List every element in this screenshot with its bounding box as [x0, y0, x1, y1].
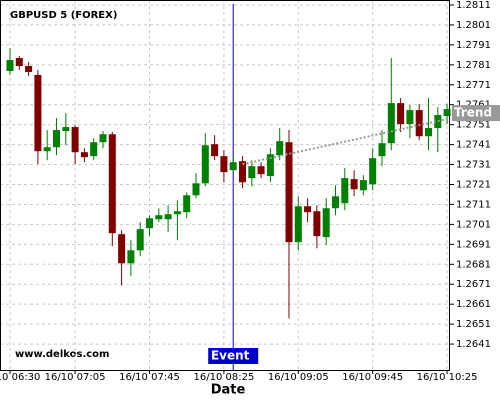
candle-body [276, 141, 284, 156]
y-tick-label: 1.2731 [456, 160, 491, 171]
x-tick-label: 16/10 08:25 [193, 372, 254, 383]
candle-body [304, 206, 312, 213]
candle-body [434, 115, 442, 129]
y-tick-label: 1.2801 [456, 20, 491, 31]
candle-body [415, 110, 423, 137]
chart-title: GBPUSD 5 (FOREX) [10, 10, 117, 21]
y-tick-label: 1.2651 [456, 319, 491, 330]
y-tick-label: 1.2661 [456, 299, 491, 310]
candle-body [146, 218, 153, 229]
candle-body [257, 166, 265, 175]
candle-body [108, 134, 116, 234]
candle-body [62, 127, 70, 132]
candle-body [229, 162, 237, 171]
candle-body [341, 178, 349, 204]
y-tick-label: 1.2671 [456, 279, 491, 290]
candle-body [443, 109, 451, 117]
candle-body [155, 215, 163, 220]
y-tick-label: 1.2701 [456, 219, 491, 230]
candle-body [313, 211, 321, 237]
trend-label: Trend [454, 106, 492, 120]
event-label-box [208, 348, 259, 364]
candle-body [350, 179, 358, 190]
candle-body [248, 166, 256, 179]
candle-body [6, 60, 14, 72]
watermark: www.delkos.com [15, 349, 109, 360]
event-label: Event [211, 349, 250, 363]
y-tick-label: 1.2811 [456, 0, 491, 11]
y-tick-label: 1.2721 [456, 180, 491, 191]
y-tick-label: 1.2741 [456, 140, 491, 151]
y-tick-label: 1.2681 [456, 259, 491, 270]
candle-body [118, 234, 126, 264]
candle-body [285, 142, 293, 243]
trend-line [242, 118, 448, 166]
candle-body [71, 127, 79, 153]
candle-body [80, 152, 88, 158]
candle-body [322, 208, 330, 238]
candle-body [173, 211, 181, 215]
candle-body [332, 196, 339, 209]
candle-body [183, 195, 191, 213]
x-tick-label: 16/10 07:05 [45, 372, 106, 383]
candle-body [192, 183, 200, 196]
candle-body [90, 142, 98, 157]
candle-body [359, 180, 367, 191]
x-tick-label: 16/10 06:30 [0, 372, 40, 383]
y-tick-label: 1.2781 [456, 60, 491, 71]
x-tick-label: 16/10 09:05 [268, 372, 329, 383]
candle-body [15, 58, 23, 67]
candle-body [53, 130, 60, 148]
candle-body [25, 66, 33, 73]
y-tick-label: 1.2711 [456, 199, 491, 210]
y-tick-label: 1.2791 [456, 40, 491, 51]
candle-body [369, 158, 377, 185]
x-tick-label: 16/10 07:45 [119, 372, 180, 383]
trend-label-box [452, 105, 500, 122]
candle-body [406, 110, 414, 125]
x-tick-label: 16/10 10:25 [417, 372, 478, 383]
candle-body [211, 144, 219, 157]
candle-body [43, 147, 51, 152]
y-tick-label: 1.2771 [456, 80, 491, 91]
candle-body [387, 103, 395, 144]
candle-body [220, 156, 228, 173]
candle-body [239, 161, 246, 183]
y-tick-label: 1.2691 [456, 239, 491, 250]
candle-body [378, 143, 386, 157]
candle-body [99, 134, 107, 143]
candle-body [294, 206, 302, 243]
candle-body [164, 214, 172, 220]
candle-body [266, 154, 274, 177]
candle-body [127, 250, 135, 264]
plot-frame [0, 0, 450, 371]
candle-body [136, 229, 144, 251]
x-tick-label: 16/10 09:45 [342, 372, 403, 383]
candle-body [397, 103, 405, 125]
y-tick-label: 1.2641 [456, 339, 491, 350]
candle-body [201, 145, 209, 184]
candle-body [425, 128, 432, 137]
x-axis-label: Date [211, 383, 246, 398]
candle-body [34, 74, 42, 152]
y-tick-label: 1.2751 [456, 120, 491, 131]
